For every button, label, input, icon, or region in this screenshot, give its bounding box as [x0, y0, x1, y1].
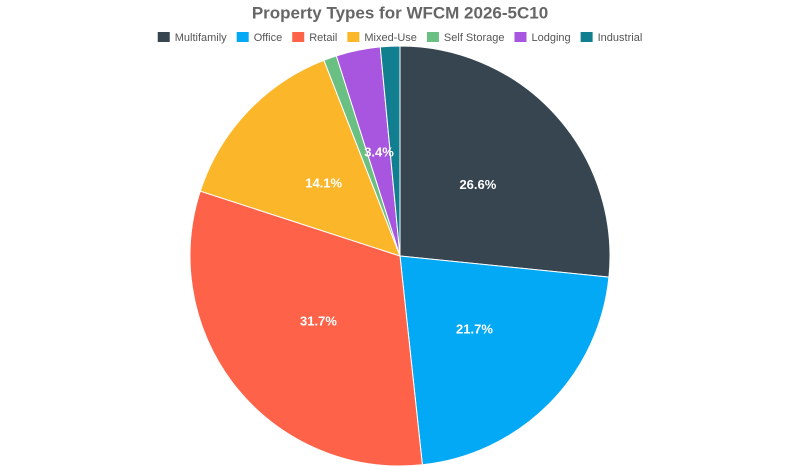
pie-slice	[379, 45, 401, 257]
legend-label: Office	[254, 32, 283, 44]
pie-slice	[399, 45, 611, 278]
pie-slice	[189, 190, 423, 466]
data-label: 14.1%	[305, 175, 342, 190]
legend-swatch	[426, 32, 439, 42]
legend-label: Retail	[309, 32, 337, 44]
legend-label: Self Storage	[444, 32, 505, 44]
legend-swatch	[236, 32, 249, 42]
legend-label: Mixed-Use	[364, 32, 417, 44]
legend-swatch	[580, 32, 593, 42]
legend-label: Industrial	[598, 32, 643, 44]
pie-slice	[199, 59, 401, 257]
legend-swatch	[157, 32, 170, 42]
legend: Multifamily Office Retail Mixed-Use Self Sto…	[157, 32, 643, 44]
data-label: 26.6%	[459, 177, 496, 192]
legend-label: Lodging	[531, 32, 570, 44]
data-label: 3.4%	[364, 145, 394, 160]
data-label: 21.7%	[456, 321, 493, 336]
chart-title: Property Types for WFCM 2026-5C10	[252, 3, 548, 22]
legend-swatch	[292, 32, 305, 42]
pie-slice	[399, 255, 610, 466]
legend-swatch	[347, 32, 360, 42]
legend-label: Multifamily	[175, 32, 227, 44]
data-label: 31.7%	[300, 314, 337, 329]
legend-swatch	[514, 32, 527, 42]
